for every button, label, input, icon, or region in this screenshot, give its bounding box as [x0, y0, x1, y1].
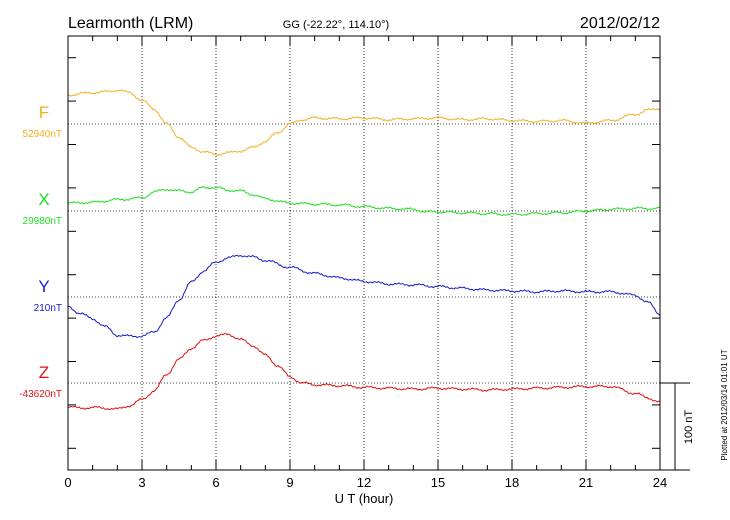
x-tick-label: 18 — [505, 475, 519, 490]
gridlines — [68, 36, 660, 470]
scale-bar-label: 100 nT — [683, 410, 695, 445]
baseline-value-x: 29980nT — [23, 216, 62, 227]
x-tick-label: 24 — [653, 475, 667, 490]
series-name-z: Z — [39, 363, 49, 382]
x-tick-label: 6 — [212, 475, 219, 490]
series-line-y — [67, 254, 661, 339]
axis-ticks: 0 3 6 9 12 15 18 21 24 — [64, 36, 667, 490]
series-name-f: F — [39, 103, 49, 122]
series-line-x — [67, 185, 661, 217]
x-tick-label: 0 — [64, 475, 71, 490]
baseline-value-f: 52940nT — [23, 129, 62, 140]
series-name-x: X — [38, 190, 49, 209]
x-tick-label: 15 — [431, 475, 445, 490]
x-tick-label: 3 — [138, 475, 145, 490]
baseline-value-z: -43620nT — [19, 389, 62, 400]
series-line-z — [67, 333, 661, 411]
x-tick-label: 12 — [357, 475, 371, 490]
scale-bar: 100 nT — [660, 382, 695, 471]
baseline-value-y: 210nT — [34, 303, 62, 314]
series-layer — [67, 89, 661, 411]
x-tick-label: 21 — [579, 475, 593, 490]
x-axis-label: U T (hour) — [335, 491, 394, 506]
x-tick-label: 9 — [286, 475, 293, 490]
series-line-f — [67, 89, 661, 157]
series-labels: F 52940nT X 29980nT Y 210nT Z -43620nT — [19, 103, 62, 400]
station-title: Learmonth (LRM) — [68, 15, 193, 32]
date-label: 2012/02/12 — [580, 15, 660, 32]
plotted-timestamp: Plotted at 2012/03/14 01:01 UT — [720, 349, 729, 460]
series-name-y: Y — [38, 277, 49, 296]
coordinates-label: GG (-22.22°, 114.10°) — [283, 19, 389, 31]
